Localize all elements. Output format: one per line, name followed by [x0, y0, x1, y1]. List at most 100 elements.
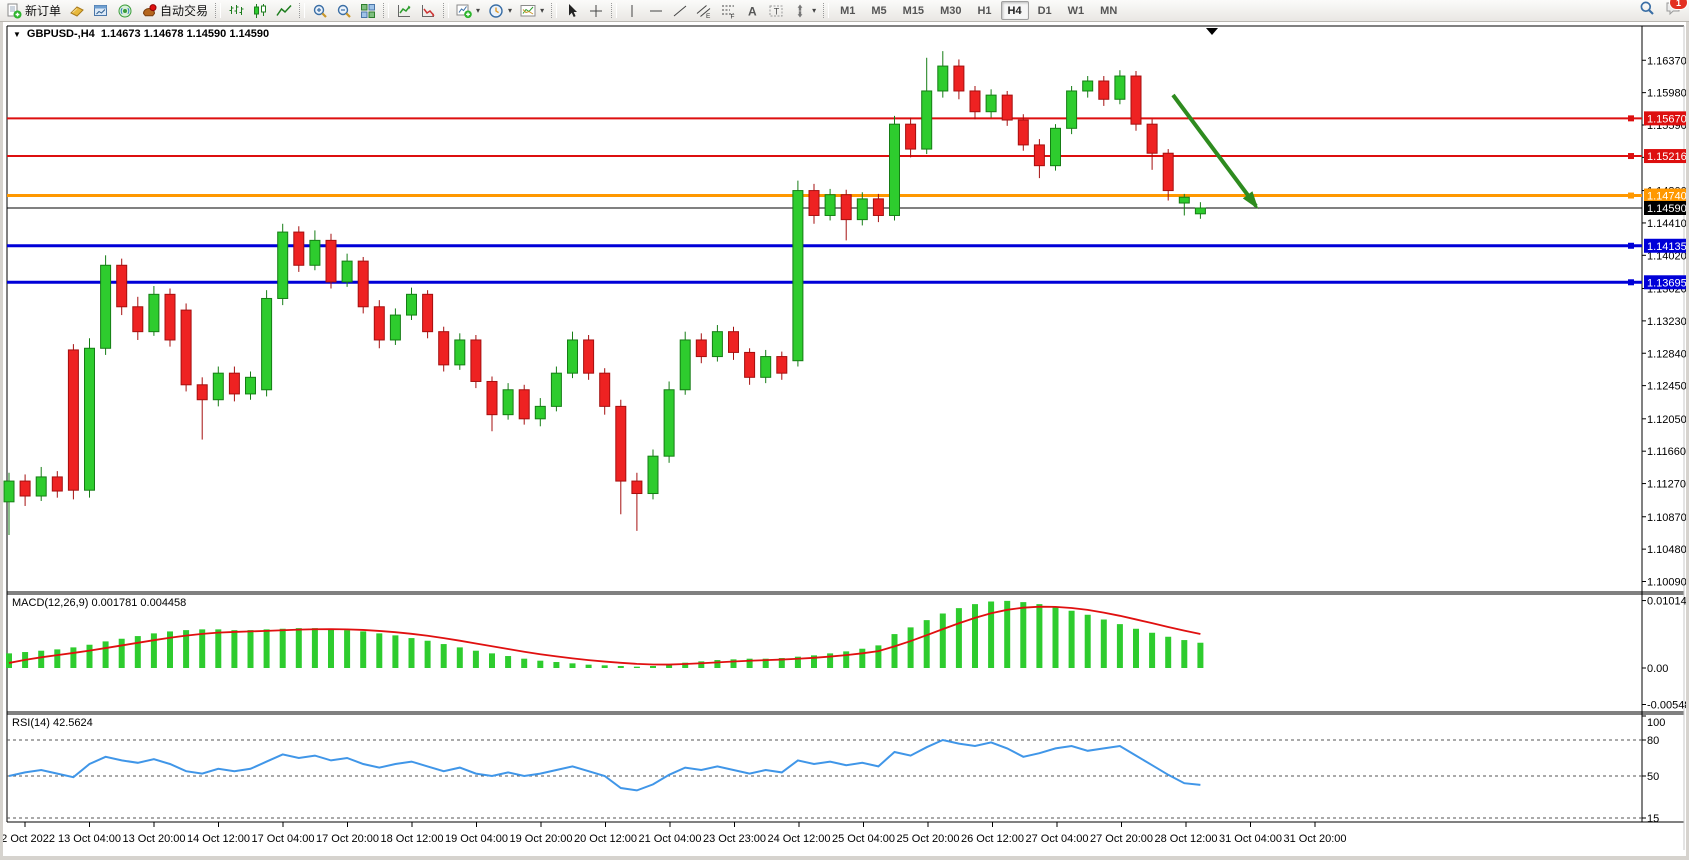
- time-axis-label[interactable]: 31 Oct 20:00: [1284, 833, 1347, 845]
- time-axis-label[interactable]: 24 Oct 12:00: [768, 833, 831, 845]
- candle-body: [116, 264, 128, 308]
- candle-body: [647, 455, 659, 495]
- timeframe-h1-button[interactable]: H1: [977, 4, 992, 17]
- time-axis-label[interactable]: 27 Oct 04:00: [1026, 833, 1089, 845]
- svg-text:F: F: [731, 13, 735, 19]
- timeframe-d1-button[interactable]: D1: [1037, 4, 1052, 17]
- hline-marker[interactable]: [1628, 279, 1634, 286]
- price-axis-label[interactable]: 1.11660: [1647, 446, 1686, 458]
- time-axis-label[interactable]: 28 Oct 12:00: [1155, 833, 1218, 845]
- dropdown-caret-icon[interactable]: ▾: [540, 6, 545, 15]
- timeframe-h4-button[interactable]: H4: [1000, 1, 1029, 20]
- signals-button[interactable]: [113, 0, 137, 21]
- objects-list-button[interactable]: [416, 0, 440, 21]
- text-button[interactable]: A: [740, 0, 764, 21]
- macd-axis-label[interactable]: 0.00: [1647, 663, 1668, 675]
- time-axis-label[interactable]: 17 Oct 04:00: [252, 833, 315, 845]
- hline-marker[interactable]: [1628, 192, 1634, 199]
- market-window-button[interactable]: [89, 0, 113, 21]
- candle-body: [937, 65, 949, 92]
- time-axis-label[interactable]: 20 Oct 12:00: [574, 833, 637, 845]
- quotes-button[interactable]: [65, 0, 89, 21]
- new-order-button[interactable]: 新订单: [2, 0, 65, 21]
- time-axis-label[interactable]: 31 Oct 04:00: [1219, 833, 1282, 845]
- time-axis-label[interactable]: 23 Oct 23:00: [703, 833, 766, 845]
- time-axis-label[interactable]: 21 Oct 04:00: [639, 833, 702, 845]
- time-axis-label[interactable]: 26 Oct 12:00: [961, 833, 1024, 845]
- time-axis-label[interactable]: 19 Oct 04:00: [445, 833, 508, 845]
- time-axis-label[interactable]: 13 Oct 20:00: [123, 833, 186, 845]
- time-axis-label[interactable]: 14 Oct 12:00: [187, 833, 250, 845]
- time-axis-label[interactable]: 25 Oct 20:00: [897, 833, 960, 845]
- macd-axis-label[interactable]: 0.010141: [1647, 596, 1689, 608]
- hline-marker[interactable]: [1628, 115, 1634, 122]
- price-axis-label[interactable]: 1.14020: [1647, 250, 1687, 262]
- timeframe-w1-button[interactable]: W1: [1067, 4, 1085, 17]
- notifications-button[interactable]: 1: [1665, 0, 1688, 21]
- rsi-axis-label[interactable]: 15: [1647, 813, 1659, 825]
- zoom-in-button[interactable]: [308, 0, 332, 21]
- autotrade-button[interactable]: 自动交易: [137, 0, 212, 21]
- price-axis-label[interactable]: 1.12450: [1647, 381, 1687, 393]
- bars-chart-button[interactable]: [224, 0, 248, 21]
- rsi-axis-label[interactable]: 50: [1647, 771, 1659, 783]
- rsi-axis-label[interactable]: 100: [1647, 717, 1665, 729]
- indicators-button[interactable]: [392, 0, 416, 21]
- cursor-button[interactable]: [560, 0, 584, 21]
- hline-marker[interactable]: [1628, 153, 1634, 160]
- period-button[interactable]: ▾: [484, 0, 516, 21]
- cursor-icon: [569, 3, 578, 17]
- price-axis-label[interactable]: 1.10870: [1647, 512, 1687, 524]
- timeframe-m1-button[interactable]: M1: [840, 4, 856, 17]
- hline-marker[interactable]: [1628, 242, 1634, 249]
- price-axis-label[interactable]: 1.15980: [1647, 88, 1687, 100]
- dropdown-caret-icon[interactable]: ▾: [812, 6, 817, 15]
- time-axis-label[interactable]: 13 Oct 04:00: [58, 833, 121, 845]
- vline-button[interactable]: [620, 0, 644, 21]
- fibo-button[interactable]: F: [716, 0, 740, 21]
- macd-axis-label[interactable]: -0.005489: [1647, 700, 1689, 712]
- trendline-button[interactable]: [668, 0, 692, 21]
- zoom-out-button[interactable]: [332, 0, 356, 21]
- label-button[interactable]: T: [764, 0, 788, 21]
- rsi-axis-label[interactable]: 80: [1647, 735, 1659, 747]
- timeframe-m5-button[interactable]: M5: [871, 4, 887, 17]
- candles-chart-button[interactable]: [248, 0, 272, 21]
- search-button[interactable]: [1639, 0, 1655, 21]
- price-axis-label[interactable]: 1.10480: [1647, 544, 1687, 556]
- chart-shift-marker[interactable]: [1206, 28, 1218, 35]
- arrows-button[interactable]: ▾: [788, 0, 820, 21]
- time-axis-label[interactable]: 12 Oct 2022: [0, 833, 55, 845]
- template-button[interactable]: ▾: [516, 0, 548, 21]
- add-indicator-button[interactable]: ▾: [452, 0, 484, 21]
- time-axis-label[interactable]: 18 Oct 12:00: [381, 833, 444, 845]
- new-order-icon: [7, 3, 22, 18]
- time-axis-label[interactable]: 27 Oct 20:00: [1090, 833, 1153, 845]
- timeframe-m30-button[interactable]: M30: [940, 4, 962, 17]
- crosshair-button[interactable]: [584, 0, 608, 21]
- timeframe-mn-button[interactable]: MN: [1100, 4, 1118, 17]
- price-axis-label[interactable]: 1.12840: [1647, 348, 1687, 360]
- dropdown-caret-icon[interactable]: ▾: [476, 6, 481, 15]
- time-axis-label[interactable]: 19 Oct 20:00: [510, 833, 573, 845]
- tile-windows-button[interactable]: [356, 0, 380, 21]
- price-axis-label[interactable]: 1.10090: [1647, 577, 1687, 589]
- dropdown-caret-icon[interactable]: ▾: [508, 6, 513, 15]
- channel-button[interactable]: E: [692, 0, 716, 21]
- price-axis-label[interactable]: 1.13230: [1647, 316, 1687, 328]
- trend-arrow-head[interactable]: [1242, 191, 1259, 210]
- hline-button[interactable]: [644, 0, 668, 21]
- candle-body: [1162, 152, 1174, 192]
- trend-arrow-line[interactable]: [1171, 93, 1258, 208]
- time-axis-label[interactable]: 25 Oct 04:00: [832, 833, 895, 845]
- chart-title-collapse-icon[interactable]: ▼: [13, 29, 21, 39]
- line-chart-button[interactable]: [272, 0, 296, 21]
- autotrade-button-label: 自动交易: [160, 4, 209, 18]
- time-axis-label[interactable]: 17 Oct 20:00: [316, 833, 379, 845]
- price-axis-label[interactable]: 1.12050: [1647, 414, 1687, 426]
- price-axis-label[interactable]: 1.14410: [1647, 218, 1687, 230]
- timeframe-m15-button[interactable]: M15: [902, 4, 925, 17]
- price-axis-label[interactable]: 1.16370: [1647, 55, 1687, 67]
- price-axis-label[interactable]: 1.11270: [1647, 479, 1686, 491]
